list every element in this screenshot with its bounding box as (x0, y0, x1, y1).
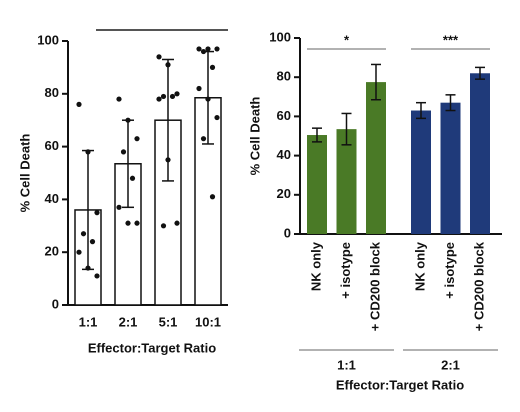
y-axis-title: % Cell Death (17, 134, 32, 213)
y-tick-label: 100 (37, 32, 59, 47)
data-point (80, 231, 87, 237)
data-point (205, 46, 211, 52)
y-tick-label: 60 (277, 108, 291, 123)
bar (440, 102, 461, 235)
data-point (196, 85, 202, 92)
data-point (85, 149, 91, 155)
data-point (156, 54, 162, 60)
data-point (160, 223, 167, 229)
y-axis-title: % Cell Death (247, 97, 262, 176)
x-axis-title: Effector:Target Ratio (88, 340, 216, 355)
error-bar (475, 66, 485, 80)
y-tick-label: 40 (45, 191, 59, 206)
error-bar (445, 94, 456, 112)
bar (307, 135, 327, 234)
data-point (160, 93, 167, 100)
x-axis-title: Effector:Target Ratio (336, 377, 464, 392)
data-point (156, 96, 162, 102)
data-point (94, 210, 100, 216)
data-point (134, 136, 140, 142)
x-tick-label: + CD200 block (471, 241, 486, 331)
y-tick-label: 20 (277, 186, 291, 201)
data-point (169, 93, 176, 100)
x-tick-label: NK only (308, 241, 323, 291)
bar (366, 82, 386, 234)
data-point (209, 64, 216, 70)
y-tick-label: 80 (45, 85, 59, 100)
data-point (174, 220, 180, 226)
data-point (94, 273, 100, 279)
y-tick-label: 100 (269, 29, 291, 44)
x-tick-label: 10:1 (195, 314, 221, 329)
data-point (205, 96, 211, 102)
bar (470, 73, 490, 234)
x-tick-label: 2:1 (119, 314, 138, 329)
error-bar (312, 127, 322, 143)
data-point (125, 220, 131, 226)
data-point (89, 239, 96, 245)
significance-label: * (344, 32, 350, 47)
data-point (214, 114, 220, 121)
bar (336, 129, 357, 234)
data-point (196, 46, 202, 52)
y-tick-label: 0 (284, 225, 291, 240)
x-tick-label: 5:1 (159, 314, 178, 329)
data-point (76, 101, 82, 107)
group-label: 2:1 (441, 357, 460, 372)
data-point (200, 136, 207, 142)
y-tick-label: 60 (45, 138, 59, 153)
x-tick-label: + CD200 block (367, 241, 382, 331)
y-tick-label: 20 (45, 244, 59, 259)
data-point (116, 96, 122, 102)
data-point (85, 265, 91, 271)
y-tick-label: 80 (277, 69, 291, 84)
significance-label: *** (443, 32, 459, 47)
data-point (76, 249, 82, 255)
data-point (129, 175, 136, 181)
group-label: 1:1 (337, 357, 356, 372)
bar (411, 110, 431, 234)
y-tick-label: 40 (277, 147, 291, 162)
data-point (209, 194, 216, 200)
data-point (120, 149, 127, 155)
data-point (134, 220, 140, 226)
error-bar (341, 112, 352, 146)
error-bar (371, 63, 381, 101)
x-tick-label: + isotype (442, 242, 457, 299)
data-point (125, 117, 131, 123)
y-tick-label: 0 (52, 296, 59, 311)
data-point (200, 48, 207, 55)
x-tick-label: NK only (412, 241, 427, 291)
data-point (174, 91, 180, 97)
x-tick-label: + isotype (338, 242, 353, 299)
x-tick-label: 1:1 (79, 314, 98, 329)
data-point (165, 157, 171, 163)
data-point (165, 62, 171, 68)
data-point (116, 204, 122, 210)
error-bar (416, 101, 426, 120)
data-point (214, 46, 220, 52)
